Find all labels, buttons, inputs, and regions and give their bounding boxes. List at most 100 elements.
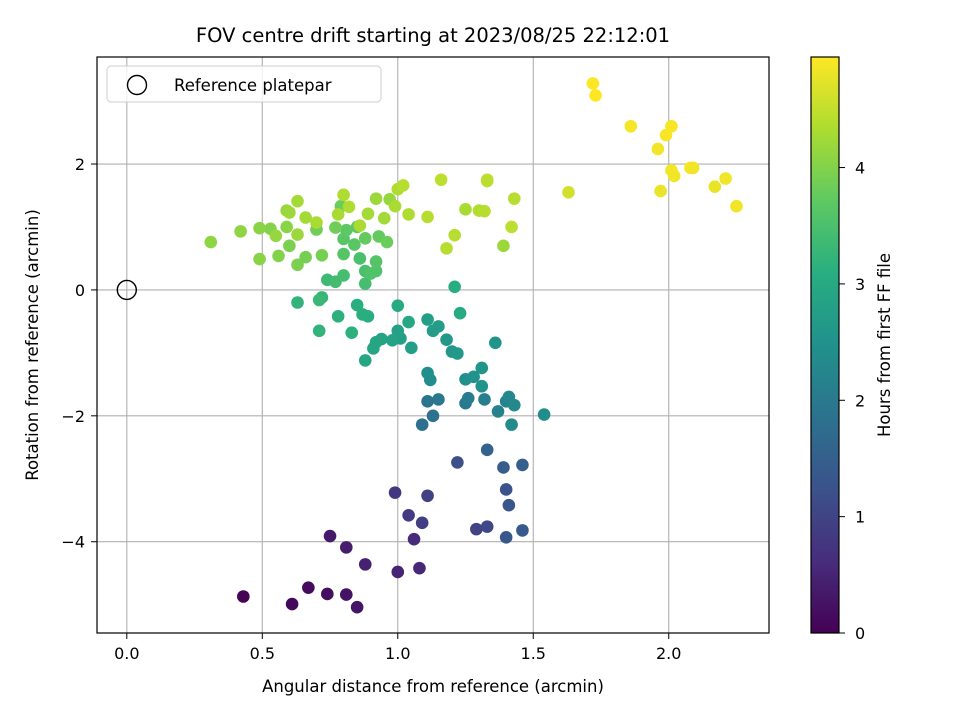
data-point [415,516,429,530]
data-point [302,581,315,594]
data-point [237,590,250,603]
data-point [331,310,345,323]
data-point [505,418,518,431]
data-point [402,315,415,329]
data-point [497,461,510,474]
colorbar-gradient [811,57,839,633]
data-point [432,393,445,406]
data-point [667,169,681,183]
data-point [589,89,602,102]
data-point [505,220,518,234]
data-point [204,235,218,249]
y-axis-ticks: 2 0 −2 −4 [61,155,97,552]
x-tick-label: 2.0 [656,644,681,663]
data-point [434,173,448,187]
data-points [204,77,743,614]
data-point [497,239,510,253]
data-point [337,188,350,202]
data-point [426,409,440,423]
data-point [361,207,375,221]
data-point [426,324,440,338]
data-point [356,308,369,321]
data-point [421,489,434,503]
colorbar-ticks: 0 1 2 3 4 [839,159,865,643]
data-point [367,342,380,355]
data-point [480,173,494,187]
x-axis-ticks: 0.0 0.5 1.0 1.5 2.0 [114,633,681,663]
data-point [350,298,364,312]
data-point [499,483,513,496]
data-point [339,223,353,237]
data-point [475,361,489,375]
data-point [475,379,489,393]
data-point [234,225,247,238]
data-point [654,184,667,198]
plot-frame [96,56,770,634]
data-point [402,508,415,522]
legend-reference-marker [126,74,148,96]
data-point [467,370,480,384]
data-point [651,142,665,156]
data-point [345,326,359,340]
data-point [358,558,372,571]
colorbar-tick-label: 1 [855,508,865,527]
data-point [358,354,372,367]
legend-box [106,65,382,103]
data-point [665,119,678,133]
data-point [478,393,491,406]
data-point [470,522,483,536]
data-point [353,219,367,233]
colorbar-frame [810,56,840,634]
data-point [283,239,296,253]
data-point [453,306,467,320]
data-point [358,277,372,290]
colorbar-tick-label: 3 [855,275,865,294]
data-point [624,119,638,133]
y-tick-label: −2 [61,407,85,426]
data-point [285,597,299,611]
data-point [299,250,312,264]
data-point [337,247,350,261]
data-point [272,249,285,263]
legend-entry-reference-platepar: Reference platepar [174,76,332,95]
data-point [331,208,345,221]
data-point [730,199,743,213]
data-point [491,405,505,418]
data-point [421,210,434,224]
data-point [269,229,283,243]
data-point [253,221,266,235]
colorbar-tick-label: 4 [855,159,865,178]
data-point [708,180,722,193]
data-point [478,204,491,218]
data-point [337,269,350,282]
x-axis-label: Angular distance from reference (arcmin) [262,677,604,696]
data-point [253,252,266,266]
data-point [348,238,361,251]
chart-title: FOV centre drift starting at 2023/08/25 … [196,24,670,47]
data-point [321,587,334,601]
data-point [283,206,296,219]
data-point [380,235,394,249]
data-point [459,203,472,216]
data-point [489,336,502,350]
colorbar-tick-label: 2 [855,391,865,410]
data-point [386,333,399,347]
y-tick-label: 2 [75,155,85,174]
data-point [339,541,353,554]
data-point [353,252,367,265]
data-point [312,293,326,307]
data-point [391,299,405,312]
data-point [405,341,418,355]
data-point [502,498,516,512]
x-tick-label: 1.0 [385,644,410,663]
data-point [413,561,426,575]
data-point [377,211,391,225]
y-axis-label: Rotation from reference (arcmin) [23,209,42,481]
data-point [421,313,434,326]
data-point [448,280,461,294]
data-point [396,179,410,192]
data-point [315,248,329,262]
x-tick-label: 0.0 [114,644,139,663]
data-point [339,588,353,601]
data-point [402,208,415,221]
